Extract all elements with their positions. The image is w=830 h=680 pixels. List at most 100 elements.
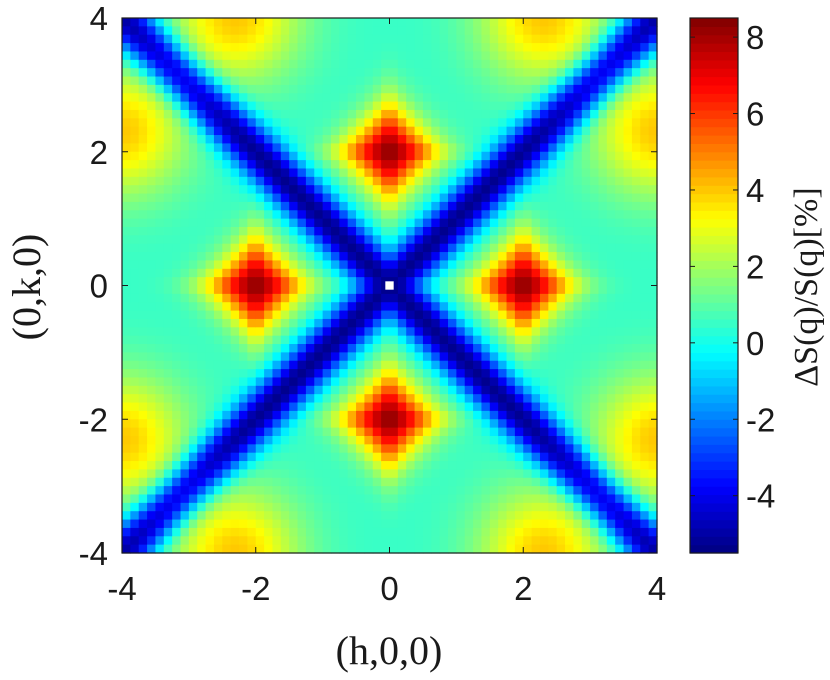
heatmap-cell — [239, 377, 248, 386]
heatmap-cell — [272, 394, 281, 403]
heatmap-cell — [339, 302, 348, 311]
heatmap-cell — [239, 461, 248, 470]
heatmap-cell — [431, 269, 440, 278]
heatmap-cell — [431, 361, 440, 370]
heatmap-cell — [473, 428, 482, 437]
heatmap-cell — [356, 369, 365, 378]
heatmap-cell — [423, 327, 432, 336]
heatmap-cell — [448, 260, 457, 269]
heatmap-cell — [348, 102, 357, 111]
heatmap-cell — [481, 93, 490, 102]
colorbar-tick-label: 4 — [746, 172, 764, 209]
heatmap-cell — [164, 277, 173, 286]
heatmap-cell — [130, 235, 139, 244]
heatmap-cell — [239, 428, 248, 437]
heatmap-cell — [339, 444, 348, 453]
heatmap-cell — [607, 227, 616, 236]
heatmap-cell — [231, 60, 240, 69]
heatmap-cell — [206, 352, 215, 361]
heatmap-cell — [181, 269, 190, 278]
heatmap-cell — [598, 177, 607, 186]
heatmap-cell — [415, 235, 424, 244]
heatmap-cell — [323, 336, 332, 345]
heatmap-cell — [256, 428, 265, 437]
heatmap-cell — [498, 394, 507, 403]
heatmap-cell — [548, 194, 557, 203]
heatmap-cell — [323, 152, 332, 161]
heatmap-cell — [532, 143, 541, 152]
heatmap-cell — [565, 143, 574, 152]
heatmap-cell — [590, 252, 599, 261]
heatmap-cell — [339, 51, 348, 60]
heatmap-cell — [640, 511, 649, 520]
heatmap-cell — [164, 269, 173, 278]
heatmap-cell — [598, 60, 607, 69]
heatmap-cell — [323, 127, 332, 136]
heatmap-cell — [155, 152, 164, 161]
heatmap-cell — [523, 302, 532, 311]
heatmap-cell — [507, 269, 516, 278]
heatmap-cell — [640, 244, 649, 253]
heatmap-cell — [498, 461, 507, 470]
heatmap-cell — [390, 194, 399, 203]
heatmap-cell — [197, 503, 206, 512]
heatmap-cell — [523, 394, 532, 403]
heatmap-cell — [122, 336, 131, 345]
heatmap-cell — [373, 319, 382, 328]
heatmap-cell — [498, 60, 507, 69]
heatmap-cell — [649, 43, 658, 52]
heatmap-cell — [607, 68, 616, 77]
heatmap-cell — [247, 444, 256, 453]
heatmap-cell — [181, 286, 190, 295]
heatmap-cell — [415, 43, 424, 52]
colorbar-cell — [690, 536, 738, 545]
heatmap-cell — [598, 494, 607, 503]
heatmap-cell — [406, 361, 415, 370]
heatmap-cell — [448, 77, 457, 86]
heatmap-cell — [607, 545, 616, 554]
heatmap-cell — [256, 252, 265, 261]
heatmap-cell — [356, 26, 365, 35]
heatmap-cell — [607, 377, 616, 386]
heatmap-cell — [390, 127, 399, 136]
heatmap-cell — [448, 403, 457, 412]
heatmap-cell — [214, 361, 223, 370]
heatmap-cell — [331, 311, 340, 320]
heatmap-cell — [507, 43, 516, 52]
heatmap-cell — [348, 194, 357, 203]
heatmap-cell — [323, 536, 332, 545]
heatmap-cell — [348, 60, 357, 69]
heatmap-cell — [172, 469, 181, 478]
colorbar-cell — [690, 302, 738, 311]
heatmap-cell — [289, 520, 298, 529]
heatmap-cell — [590, 469, 599, 478]
heatmap-cell — [155, 520, 164, 529]
heatmap-cell — [231, 478, 240, 487]
heatmap-cell — [214, 377, 223, 386]
heatmap-cell — [139, 51, 148, 60]
heatmap-cell — [331, 244, 340, 253]
heatmap-cell — [239, 520, 248, 529]
heatmap-cell — [306, 102, 315, 111]
heatmap-cell — [423, 194, 432, 203]
heatmap-cell — [507, 478, 516, 487]
heatmap-cell — [573, 18, 582, 27]
heatmap-cell — [415, 68, 424, 77]
heatmap-cell — [456, 244, 465, 253]
heatmap-cell — [122, 428, 131, 437]
heatmap-cell — [406, 118, 415, 127]
heatmap-cell — [548, 444, 557, 453]
heatmap-cell — [490, 177, 499, 186]
heatmap-cell — [181, 369, 190, 378]
heatmap-cell — [507, 336, 516, 345]
heatmap-cell — [130, 35, 139, 44]
heatmap-cell — [415, 386, 424, 395]
heatmap-cell — [456, 118, 465, 127]
heatmap-cell — [364, 302, 373, 311]
heatmap-cell — [323, 51, 332, 60]
heatmap-cell — [264, 35, 273, 44]
heatmap-cell — [272, 411, 281, 420]
heatmap-cell — [615, 102, 624, 111]
heatmap-cell — [364, 202, 373, 211]
heatmap-cell — [298, 177, 307, 186]
